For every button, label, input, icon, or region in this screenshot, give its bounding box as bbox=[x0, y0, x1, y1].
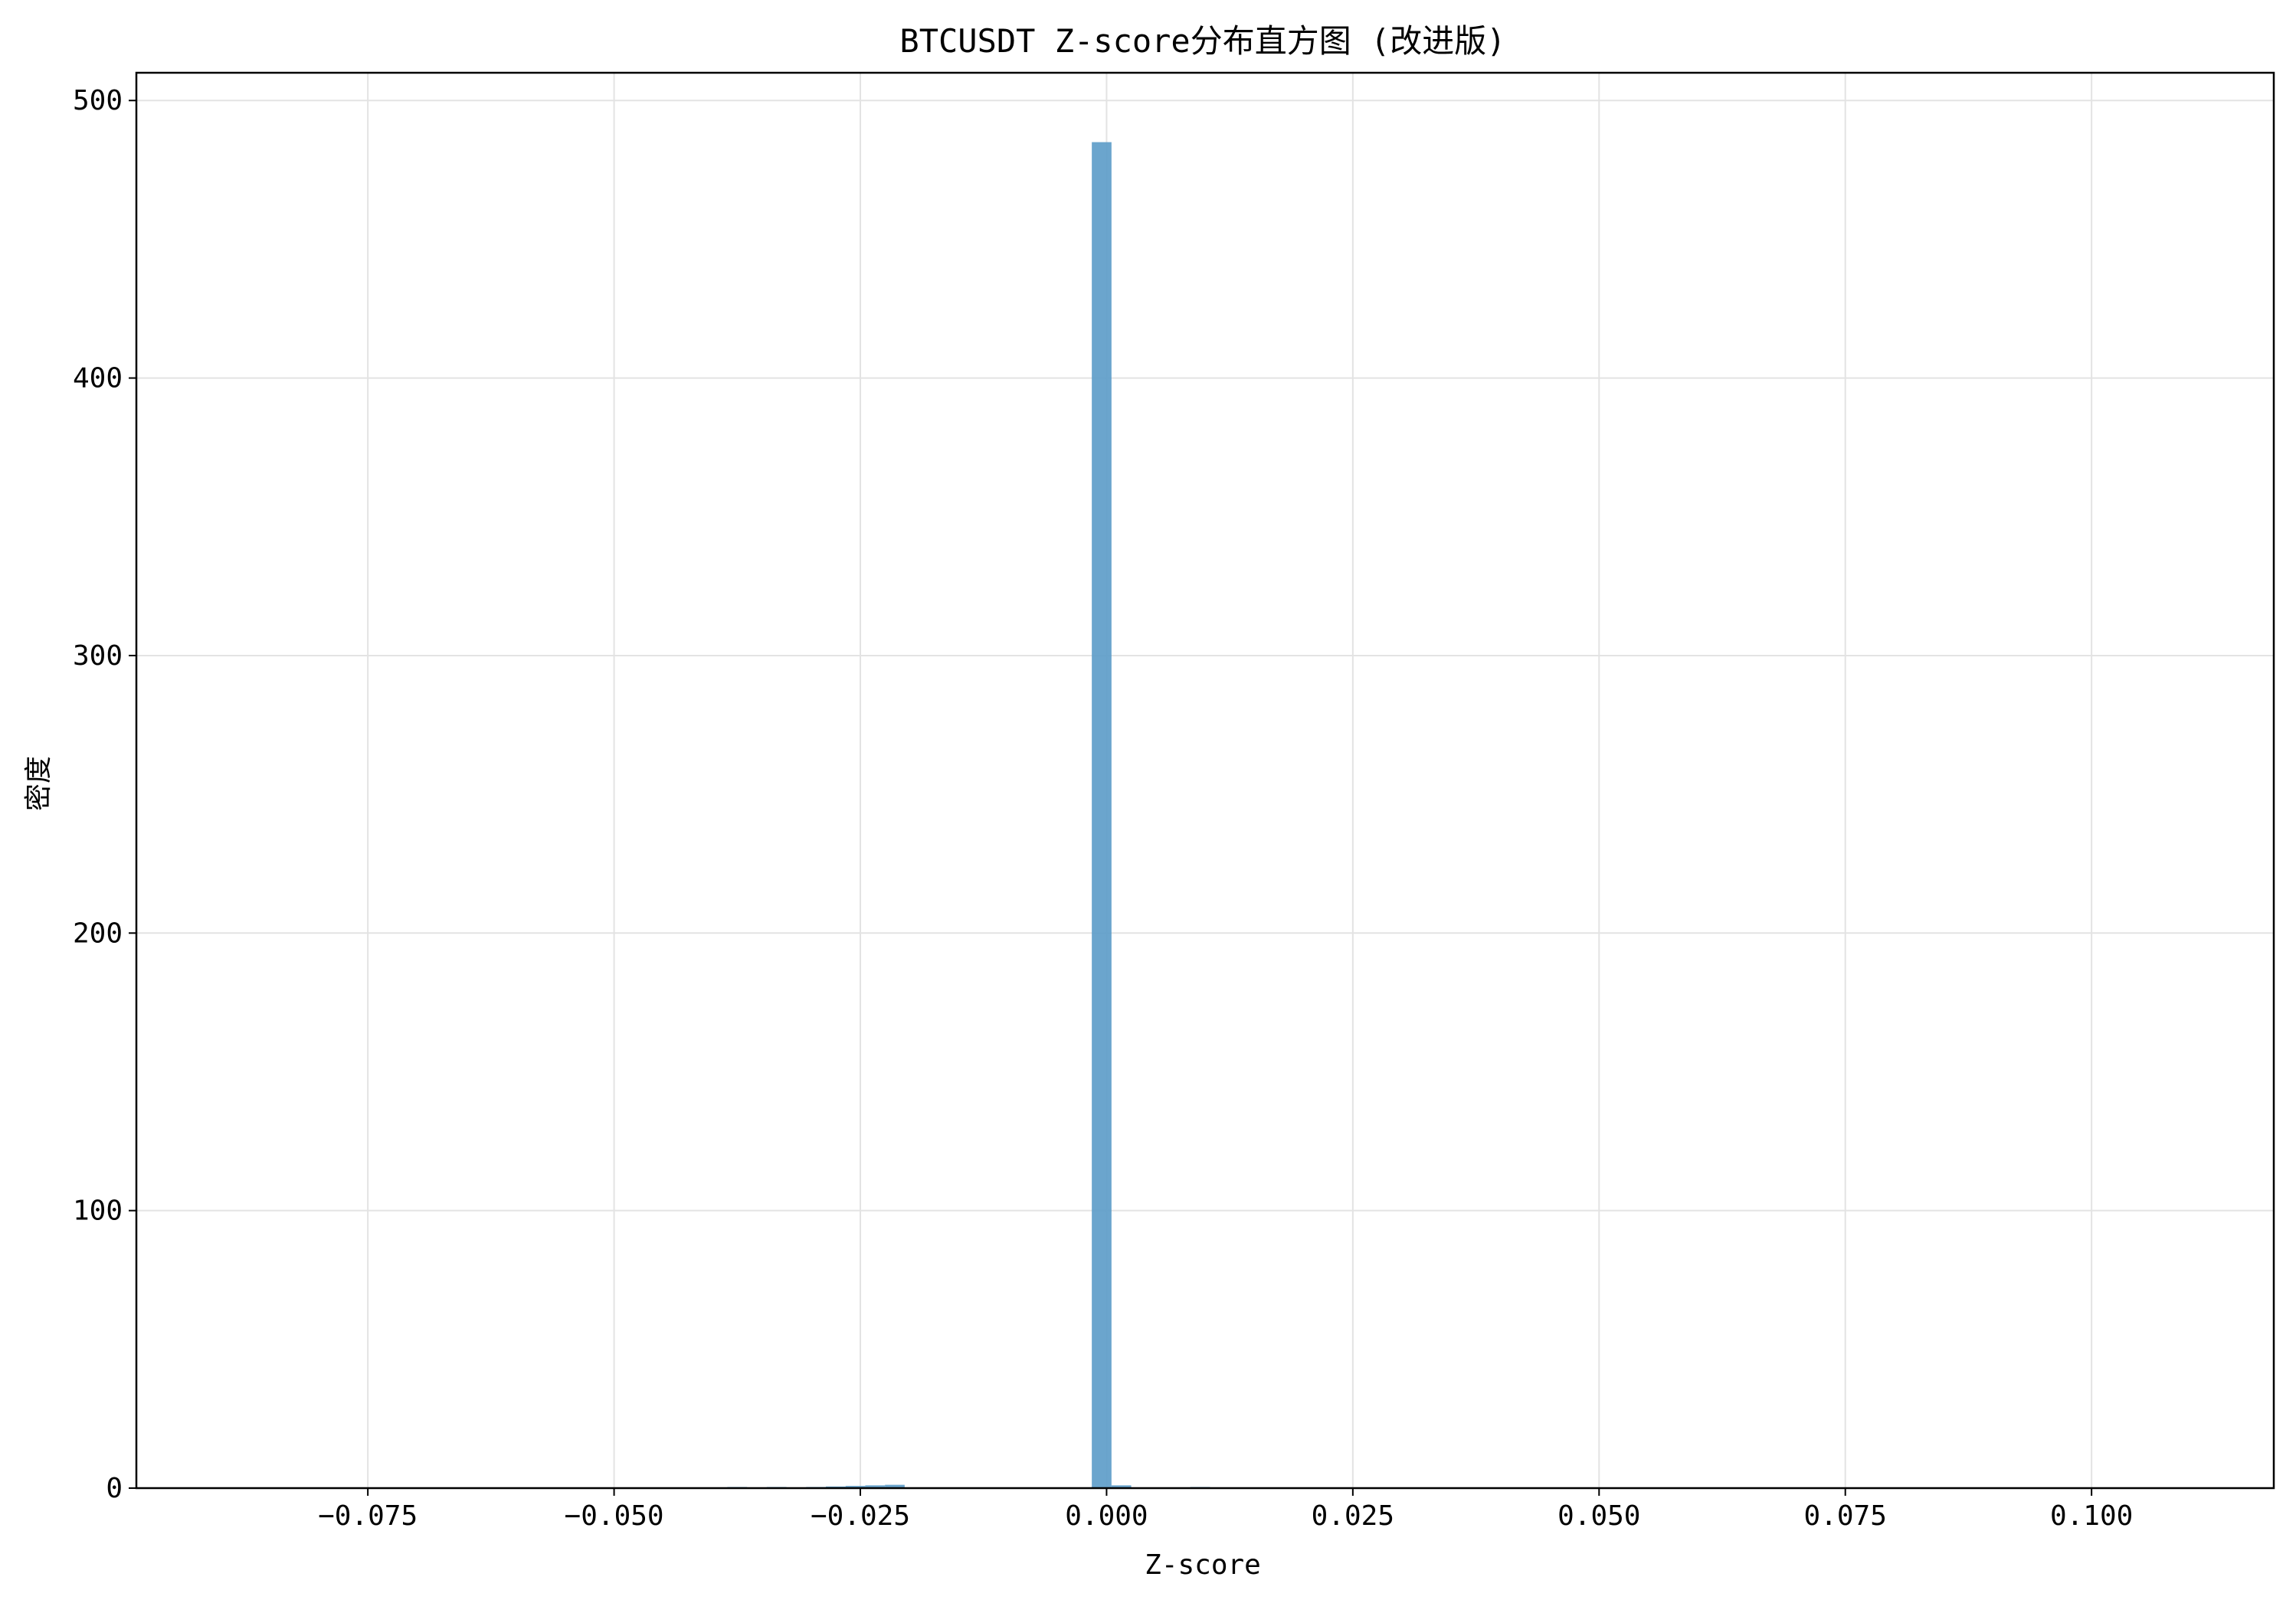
y-tick-label: 200 bbox=[73, 918, 123, 949]
y-axis-label: 密度 bbox=[23, 756, 54, 811]
histogram-bar bbox=[865, 1485, 886, 1488]
histogram-bar bbox=[845, 1486, 866, 1488]
histogram-bar bbox=[1092, 142, 1112, 1488]
x-tick-label: 0.050 bbox=[1557, 1500, 1640, 1532]
y-tick-label: 100 bbox=[73, 1196, 123, 1227]
y-tick-label: 400 bbox=[73, 363, 123, 394]
plot-area-frame bbox=[135, 71, 2275, 1490]
x-tick-label: 0.100 bbox=[2050, 1500, 2133, 1532]
x-tick-label: 0.000 bbox=[1065, 1500, 1148, 1532]
x-tick-label: −0.075 bbox=[318, 1500, 418, 1532]
x-tick-label: −0.025 bbox=[811, 1500, 910, 1532]
x-tick-label: 0.025 bbox=[1312, 1500, 1394, 1532]
grid-layer bbox=[136, 73, 2274, 1489]
y-tick-label: 500 bbox=[73, 85, 123, 116]
y-tick-label: 300 bbox=[73, 640, 123, 672]
y-tick-label: 0 bbox=[106, 1473, 123, 1504]
ticks-layer: −0.075 −0.050 −0.025 0.000 0.025 0.050 0.075 0.… bbox=[73, 85, 2133, 1532]
bars-layer bbox=[727, 142, 1210, 1488]
x-tick-label: −0.050 bbox=[565, 1500, 664, 1532]
x-axis-label: Z-score bbox=[1145, 1549, 1261, 1581]
histogram-bar bbox=[1111, 1485, 1132, 1488]
histogram-bar bbox=[885, 1484, 905, 1488]
chart-title: BTCUSDT Z-score分布直方图 (改进版) bbox=[899, 22, 1505, 60]
x-tick-label: 0.075 bbox=[1804, 1500, 1887, 1532]
